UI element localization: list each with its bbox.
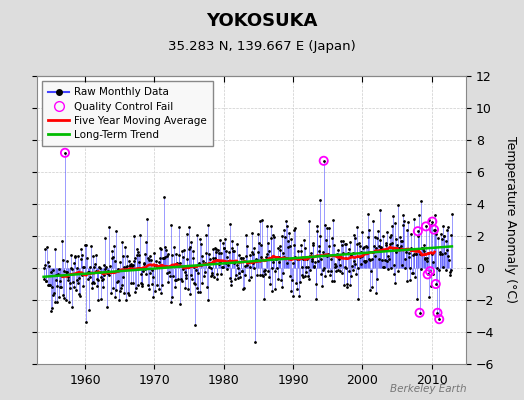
Point xyxy=(432,281,440,287)
Point xyxy=(426,268,434,274)
Text: 35.283 N, 139.667 E (Japan): 35.283 N, 139.667 E (Japan) xyxy=(168,40,356,53)
Point xyxy=(320,158,328,164)
Point xyxy=(413,228,422,234)
Text: YOKOSUKA: YOKOSUKA xyxy=(206,12,318,30)
Point xyxy=(416,310,424,316)
Point xyxy=(435,316,443,322)
Point xyxy=(430,226,438,233)
Point xyxy=(423,271,432,278)
Text: Berkeley Earth: Berkeley Earth xyxy=(390,384,466,394)
Y-axis label: Temperature Anomaly (°C): Temperature Anomaly (°C) xyxy=(504,136,517,304)
Point xyxy=(422,223,430,230)
Point xyxy=(433,310,442,316)
Point xyxy=(61,150,69,156)
Legend: Raw Monthly Data, Quality Control Fail, Five Year Moving Average, Long-Term Tren: Raw Monthly Data, Quality Control Fail, … xyxy=(42,81,213,146)
Point xyxy=(428,218,436,225)
